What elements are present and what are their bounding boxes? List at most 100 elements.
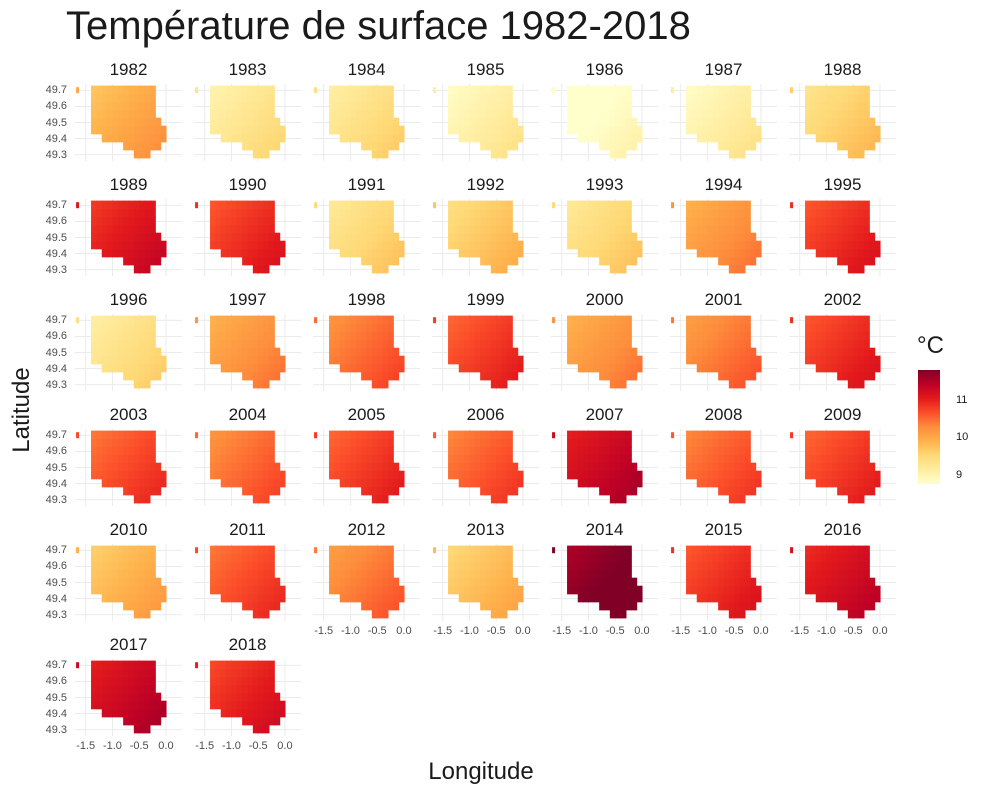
heatmap-cell [464, 85, 471, 95]
heatmap-cell [506, 355, 513, 365]
heatmap-cell [117, 660, 124, 670]
heatmap-cell [382, 347, 389, 357]
facet-panel-2016: 2016 -1.5 -1.0 -0.5 0.0 [789, 520, 896, 637]
heatmap-cell [329, 125, 335, 135]
heatmap-cell [588, 331, 595, 341]
heatmap-cell [686, 553, 692, 563]
heatmap-cell [366, 85, 373, 95]
heatmap-cell [696, 232, 703, 242]
heatmap-cell [480, 232, 487, 242]
heatmap-cell [339, 438, 346, 448]
heatmap-cell [593, 85, 600, 95]
heatmap-cell [377, 545, 384, 555]
heatmap-cell [496, 208, 503, 218]
heatmap-cell [448, 585, 454, 595]
heatmap-cell [371, 446, 378, 456]
heatmap-cell [609, 446, 616, 456]
heatmap-cell [128, 486, 135, 496]
heatmap-cell [387, 438, 394, 448]
heatmap-cell [155, 708, 162, 718]
heatmap-cell [149, 371, 156, 381]
heatmap-cell [842, 248, 849, 258]
heatmap-cell [371, 149, 378, 159]
heatmap-cell [144, 700, 151, 710]
heatmap-cell [620, 494, 627, 504]
heatmap-cell [258, 724, 265, 734]
heatmap-cell [220, 240, 227, 250]
heatmap-cell [91, 93, 97, 103]
y-tick-label: 49.4 [45, 247, 67, 260]
heatmap-cell [268, 668, 275, 678]
heatmap-cell [464, 454, 471, 464]
heatmap-cell [123, 224, 130, 234]
heatmap-cell [631, 593, 638, 603]
heatmap-cell [712, 331, 719, 341]
heatmap-cell [728, 569, 735, 579]
heatmap-cell [258, 256, 265, 266]
heatmap-cell [453, 438, 460, 448]
heatmap-cell [625, 355, 632, 365]
heatmap-cell [382, 470, 389, 480]
heatmap-cell [842, 446, 849, 456]
heatmap-cell [599, 315, 606, 325]
heatmap-cell [220, 315, 227, 325]
heatmap-cell [821, 93, 828, 103]
heatmap-cell [371, 470, 378, 480]
heatmap-cell [728, 248, 735, 258]
heatmap-cell [501, 438, 508, 448]
heatmap-cell [339, 561, 346, 571]
heatmap-cell [350, 315, 357, 325]
heatmap-cell [387, 323, 394, 333]
heatmap-cell [247, 208, 254, 218]
heatmap-cell [382, 371, 389, 381]
heatmap-cell [480, 430, 487, 440]
heatmap-cell [599, 593, 606, 603]
heatmap-cell [588, 85, 595, 95]
heatmap-cell [377, 323, 384, 333]
heatmap-cell [464, 355, 471, 365]
heatmap-cell [133, 339, 140, 349]
heatmap-cell [842, 200, 849, 210]
heatmap-cell [464, 93, 471, 103]
heatmap-cell [355, 545, 362, 555]
heatmap-cell [274, 716, 281, 726]
heatmap-cell [490, 117, 497, 127]
heatmap-cell [810, 569, 817, 579]
heatmap-cell [599, 141, 606, 151]
heatmap-cell [636, 125, 643, 135]
heatmap-cell [382, 569, 389, 579]
heatmap-cell [625, 93, 632, 103]
heatmap-cell [133, 363, 140, 373]
heatmap-cell [874, 593, 881, 603]
heatmap-cell [815, 462, 822, 472]
facet-strip-label: 1990 [228, 175, 267, 194]
heatmap-cell [506, 240, 513, 250]
heatmap-cell [858, 438, 865, 448]
heatmap-cell [506, 232, 513, 242]
heatmap-cell [339, 93, 346, 103]
heatmap-cell [567, 224, 573, 234]
heatmap-cell [458, 347, 465, 357]
heatmap-cell [263, 93, 270, 103]
heatmap-cell [842, 133, 849, 143]
heatmap-cell [609, 240, 616, 250]
heatmap-cell [96, 93, 103, 103]
heatmap-cell [263, 454, 270, 464]
heatmap-cell [123, 141, 130, 151]
heatmap-cell [345, 577, 352, 587]
heatmap-cell [517, 363, 524, 373]
heatmap-cell [815, 438, 822, 448]
heatmap-cell [361, 363, 368, 373]
heatmap-cell [236, 430, 243, 440]
heatmap-cell [133, 323, 140, 333]
heatmap-cell [847, 577, 854, 587]
heatmap-cell [382, 232, 389, 242]
heatmap-cell [149, 93, 156, 103]
heatmap-cell [220, 101, 227, 111]
heatmap-cell [236, 545, 243, 555]
heatmap-cell [853, 577, 860, 587]
heatmap-cell [210, 224, 216, 234]
heatmap-cell [583, 216, 590, 226]
heatmap-cell [242, 553, 249, 563]
heatmap-cell [133, 125, 140, 135]
